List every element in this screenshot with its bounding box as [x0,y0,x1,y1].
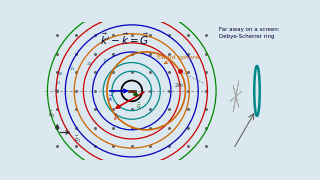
Text: Ewald sphere: Ewald sphere [156,55,199,63]
Text: $\vec{b}_1$: $\vec{b}_1$ [74,134,82,145]
Text: $\vec{G}$: $\vec{G}$ [136,101,141,111]
Text: 20: 20 [54,89,60,93]
Text: 12: 12 [103,59,108,63]
Text: Far away on a screen:
Debye-Scherrer ring: Far away on a screen: Debye-Scherrer rin… [219,27,279,39]
Text: 21: 21 [69,67,75,71]
Text: $\vec{k}'$: $\vec{k}'$ [114,112,120,123]
Text: $\vec{k}$: $\vec{k}$ [108,94,114,104]
Text: 11: 11 [56,81,61,85]
Text: 22: 22 [87,62,92,66]
Text: $\vec{b}_2$: $\vec{b}_2$ [48,109,55,120]
Bar [128,89,136,92]
Text: $\vec{k}' - \vec{k} = \vec{G}$: $\vec{k}' - \vec{k} = \vec{G}$ [100,31,149,47]
Text: 10: 10 [57,72,63,76]
Text: $2\theta_{0}$: $2\theta_{0}$ [174,81,185,90]
